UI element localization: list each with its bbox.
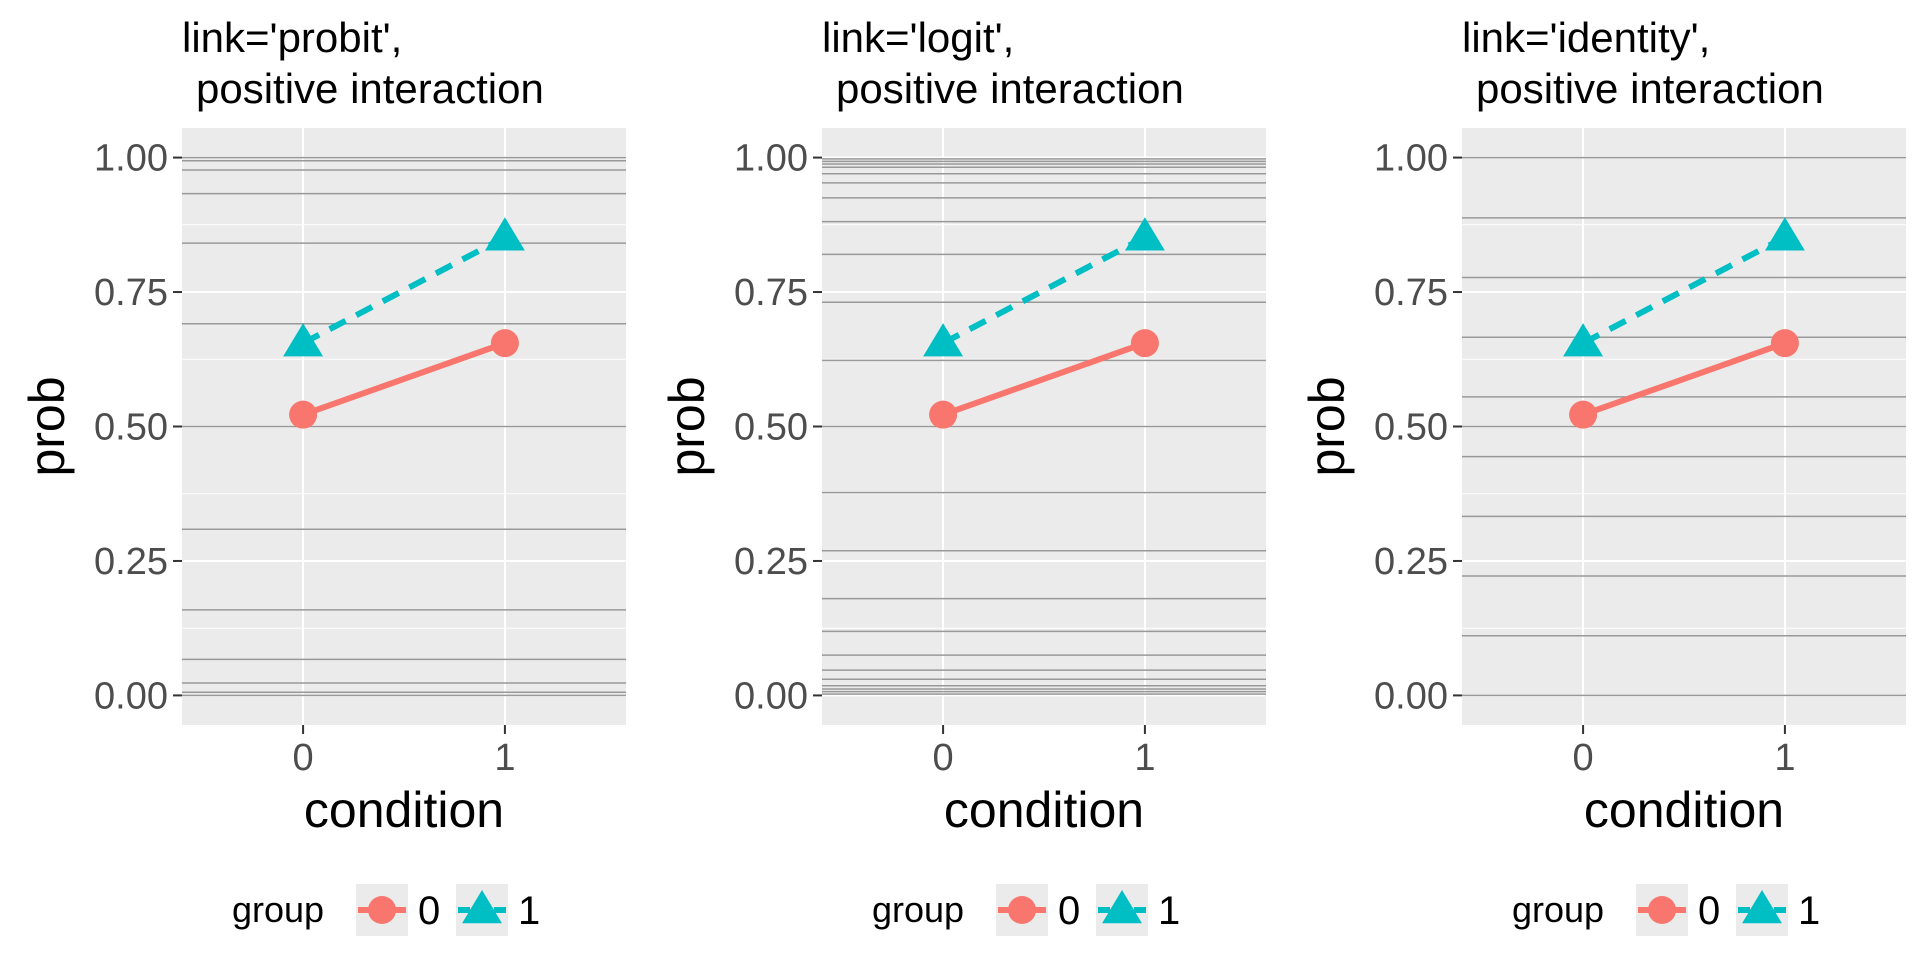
y-tick-label: 0.50 — [734, 407, 808, 449]
data-point-group-1 — [1124, 217, 1165, 251]
y-axis-title: prob — [1299, 376, 1355, 476]
y-tick-label: 0.25 — [734, 541, 808, 583]
data-point-group-0 — [1569, 400, 1598, 429]
legend: group 0 1 — [872, 884, 1180, 936]
legend-label: 0 — [418, 889, 440, 933]
y-tick-label: 0.75 — [94, 272, 168, 314]
legend-title: group — [872, 889, 964, 930]
series-line-group-0 — [942, 340, 1146, 418]
x-tick-label: 0 — [293, 737, 314, 779]
y-axis-title: prob — [659, 376, 715, 476]
y-tick-label: 0.25 — [94, 541, 168, 583]
legend: group 0 1 — [1512, 884, 1820, 936]
legend-key-marker — [462, 890, 502, 924]
legend-title: group — [1512, 889, 1604, 930]
legend-key-marker — [1742, 890, 1782, 924]
panel-2: 0.000.250.500.751.000 1conditionproblink=… — [659, 14, 1266, 936]
x-tick-label: 0 — [1573, 737, 1594, 779]
legend-label: 0 — [1698, 889, 1720, 933]
y-tick-label: 1.00 — [1374, 138, 1448, 180]
y-axis-title: prob — [19, 376, 75, 476]
data-point-group-1 — [923, 323, 964, 357]
data-point-group-0 — [1130, 329, 1159, 358]
y-tick-label: 0.50 — [1374, 407, 1448, 449]
y-tick-label: 0.25 — [1374, 541, 1448, 583]
x-axis-title: condition — [304, 782, 504, 838]
series-line-group-0 — [302, 340, 506, 418]
panel-title-line-1: link='logit', — [822, 14, 1014, 61]
y-tick-label: 0.00 — [1374, 675, 1448, 717]
panel-title-line-2: positive interaction — [836, 65, 1184, 112]
x-tick-label: 1 — [494, 737, 515, 779]
data-point-group-0 — [490, 329, 519, 358]
y-tick-label: 1.00 — [94, 138, 168, 180]
x-axis-title: condition — [1584, 782, 1784, 838]
series-line-group-1 — [941, 234, 1147, 346]
x-tick-label: 0 — [933, 737, 954, 779]
x-tick-label: 1 — [1134, 737, 1155, 779]
legend-label: 1 — [1798, 889, 1820, 933]
legend-key-marker — [1008, 896, 1036, 924]
panel-title-line-2: positive interaction — [1476, 65, 1824, 112]
data-point-group-1 — [484, 217, 525, 251]
panel-3: 0.000.250.500.751.000 1conditionproblink=… — [1299, 14, 1906, 936]
legend-label: 0 — [1058, 889, 1080, 933]
y-tick-label: 0.00 — [94, 675, 168, 717]
data-point-group-1 — [283, 323, 324, 357]
y-tick-label: 0.75 — [734, 272, 808, 314]
panel-title-line-1: link='identity', — [1462, 14, 1710, 61]
data-point-group-0 — [1770, 329, 1799, 358]
legend-title: group — [232, 889, 324, 930]
x-tick-label: 1 — [1774, 737, 1795, 779]
y-tick-label: 0.00 — [734, 675, 808, 717]
legend-key-marker — [1102, 890, 1142, 924]
data-point-group-1 — [1764, 217, 1805, 251]
data-point-group-0 — [929, 400, 958, 429]
legend: group 0 1 — [232, 884, 540, 936]
y-tick-label: 1.00 — [734, 138, 808, 180]
series-line-group-1 — [301, 234, 507, 346]
data-point-group-0 — [289, 400, 318, 429]
legend-label: 1 — [518, 889, 540, 933]
panel-title-line-1: link='probit', — [182, 14, 402, 61]
legend-key-marker — [368, 896, 396, 924]
panel-title-line-2: positive interaction — [196, 65, 544, 112]
series-line-group-0 — [1582, 340, 1786, 418]
legend-key-marker — [1648, 896, 1676, 924]
data-point-group-1 — [1563, 323, 1604, 357]
x-axis-title: condition — [944, 782, 1144, 838]
panel-1: 0.000.250.500.751.000 1conditionproblink=… — [19, 14, 626, 936]
series-line-group-1 — [1581, 234, 1787, 346]
y-tick-label: 0.50 — [94, 407, 168, 449]
y-tick-label: 0.75 — [1374, 272, 1448, 314]
legend-label: 1 — [1158, 889, 1180, 933]
